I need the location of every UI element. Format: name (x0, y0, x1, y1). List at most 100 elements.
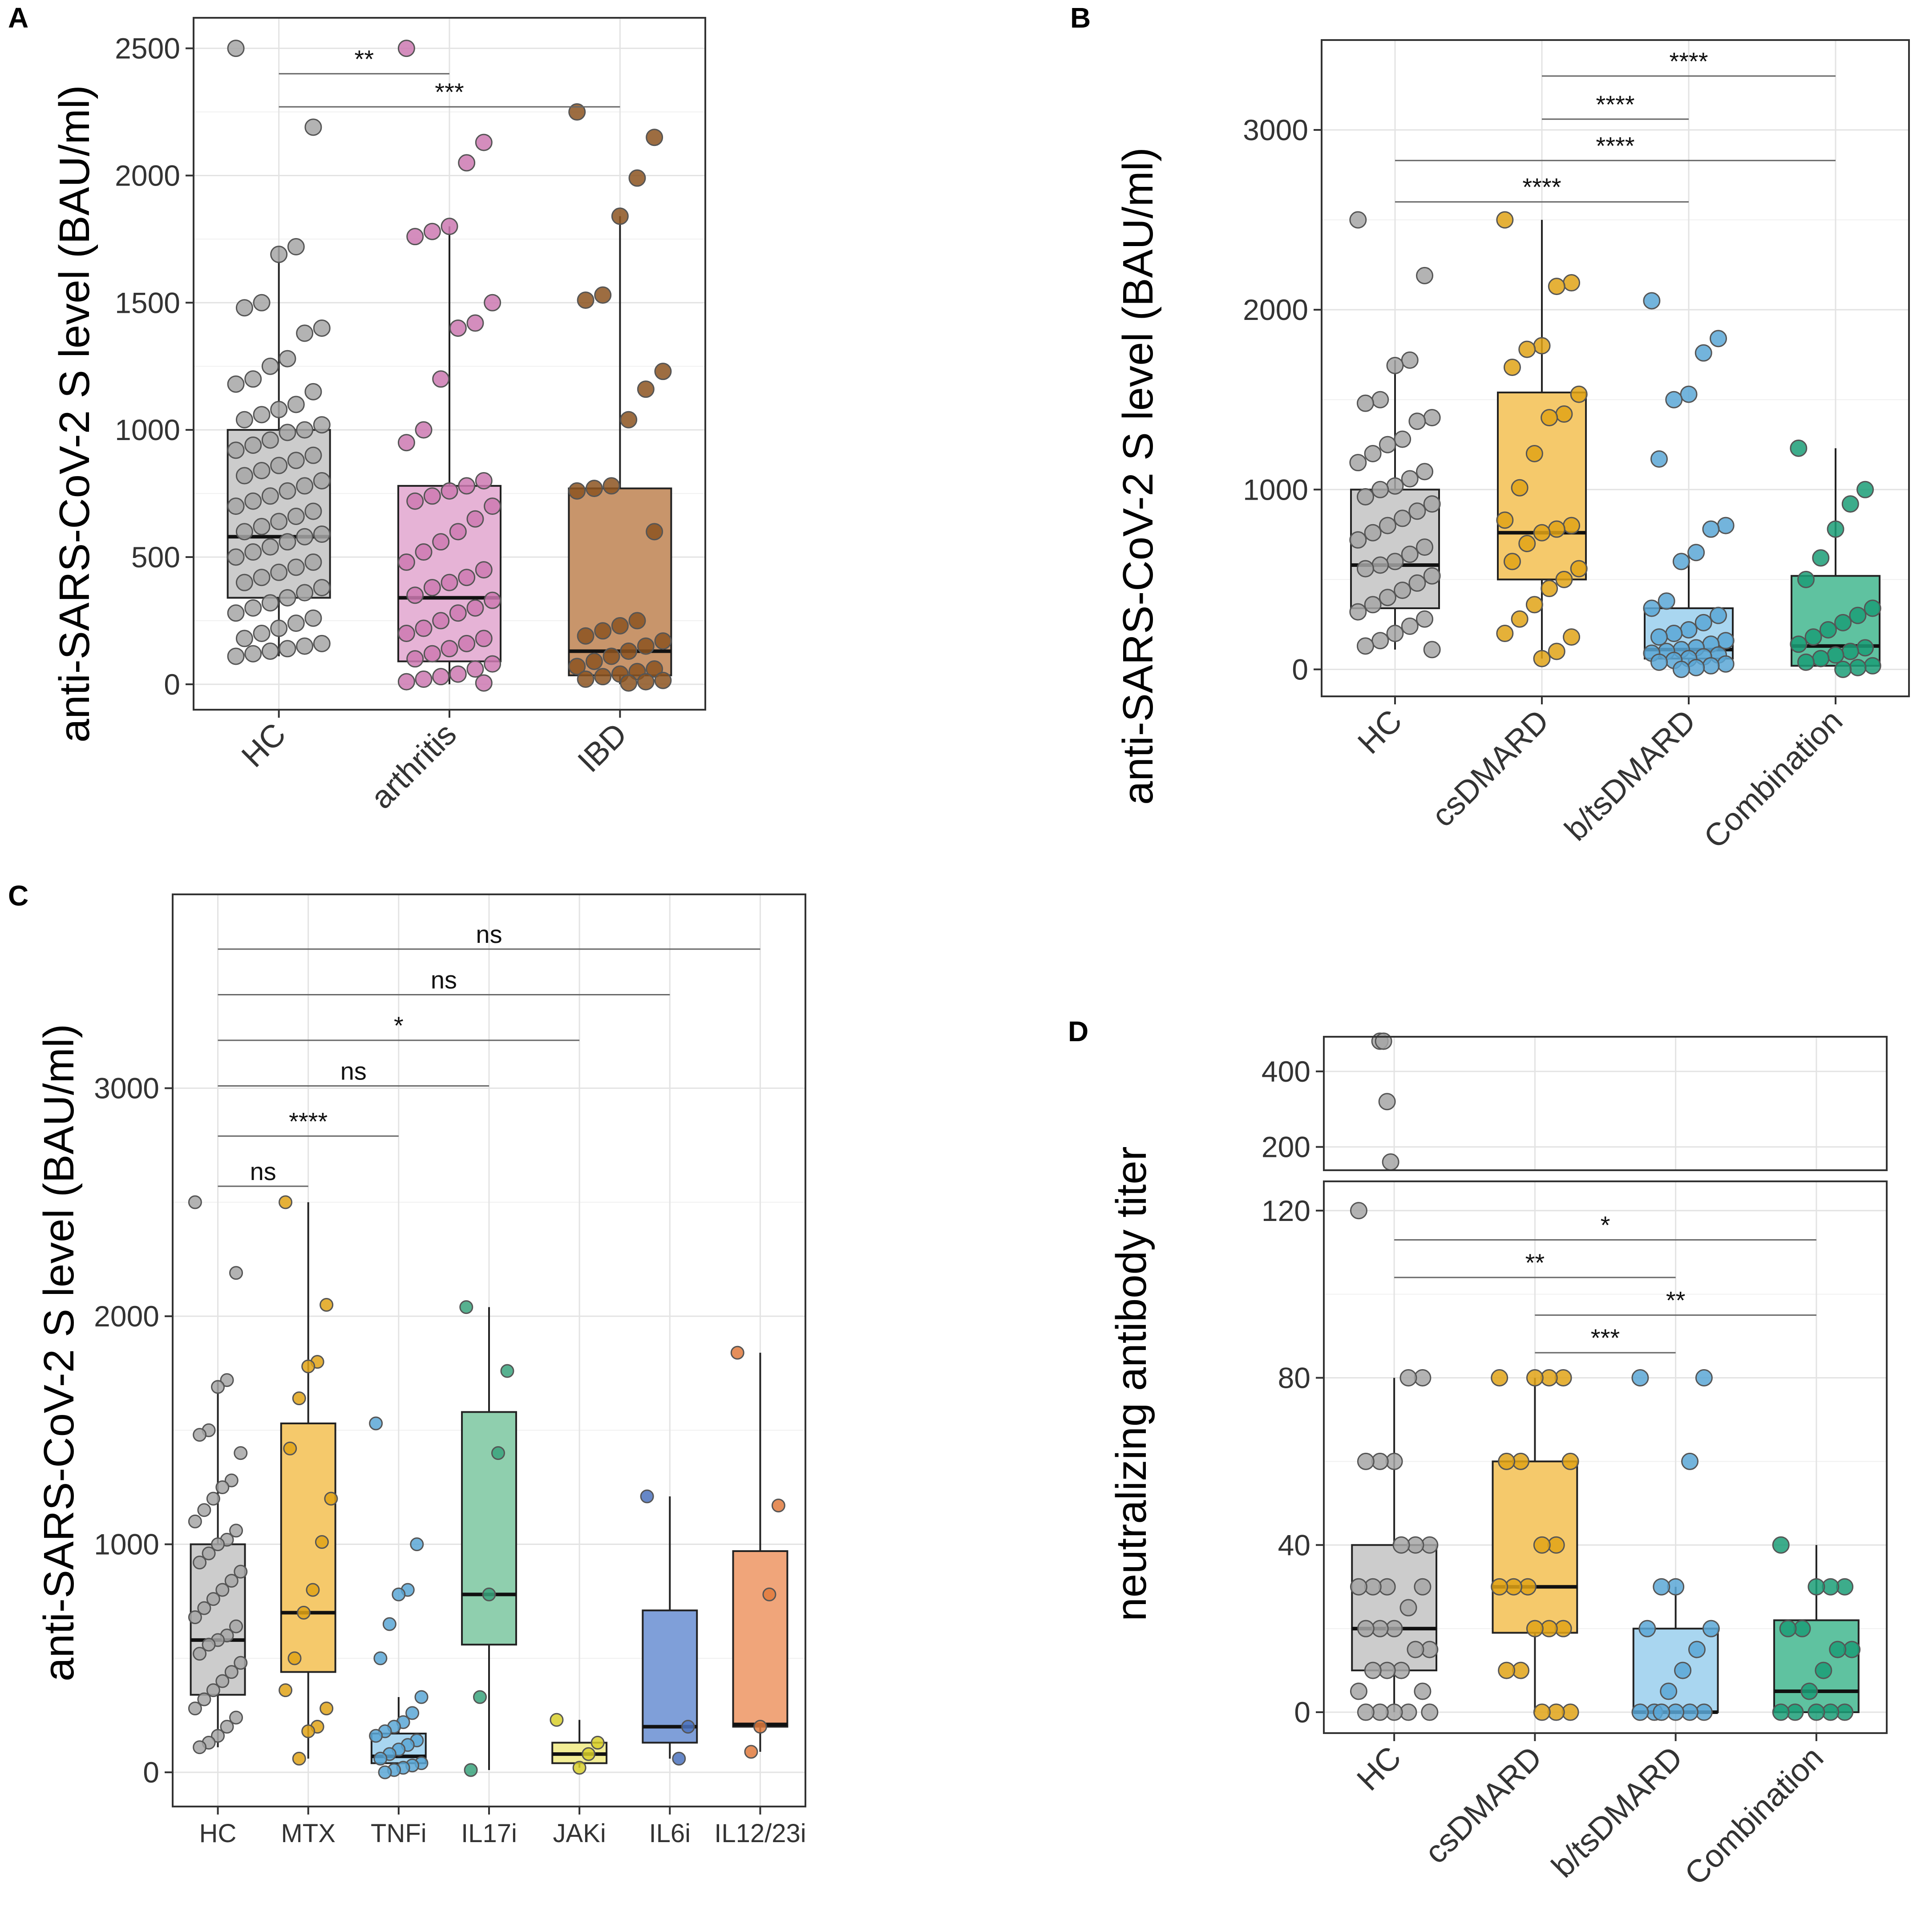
data-point (304, 609, 322, 627)
y-tick-label: 1000 (94, 1528, 159, 1561)
data-point (1364, 524, 1382, 542)
data-point (1555, 570, 1573, 588)
significance-label: *** (1591, 1324, 1620, 1352)
data-point (1653, 1703, 1670, 1721)
data-point (1563, 274, 1581, 292)
y-tick-label: 500 (131, 541, 180, 574)
data-point (1349, 454, 1367, 472)
data-point (1834, 660, 1852, 678)
data-point (313, 472, 331, 489)
data-point (458, 154, 476, 172)
data-point (227, 548, 245, 566)
y-tick-label: 2000 (115, 159, 180, 192)
data-point (1401, 617, 1419, 635)
y-tick-label: 0 (143, 1756, 159, 1789)
data-point (1772, 1703, 1790, 1721)
data-point (1533, 524, 1551, 542)
data-point (270, 457, 288, 474)
y-tick-label: 0 (164, 668, 180, 701)
data-point (423, 222, 441, 240)
data-point (220, 1720, 234, 1734)
data-point (227, 375, 245, 393)
data-point (292, 1751, 306, 1766)
data-point (594, 286, 612, 304)
data-point (1364, 596, 1382, 614)
data-point (1702, 1620, 1720, 1637)
data-point (762, 1587, 776, 1601)
data-point (1392, 1536, 1410, 1554)
data-point (1350, 1202, 1367, 1220)
data-point (1511, 479, 1529, 497)
data-point (244, 599, 262, 617)
y-tick-label: 1000 (115, 413, 180, 446)
data-point (1364, 445, 1382, 462)
data-point (229, 1524, 243, 1538)
data-point (654, 632, 672, 650)
data-point (628, 169, 646, 187)
data-point (1702, 520, 1720, 538)
data-point (1643, 292, 1661, 310)
data-point (475, 630, 493, 647)
data-point (1525, 596, 1543, 614)
x-tick-label: JAKi (553, 1819, 606, 1848)
data-point (1394, 509, 1411, 527)
data-point (296, 477, 314, 495)
data-point (296, 324, 314, 342)
data-point (459, 1300, 473, 1314)
data-point (1533, 1536, 1551, 1554)
data-point (1856, 481, 1874, 498)
data-point (753, 1720, 767, 1734)
data-point (620, 411, 638, 428)
x-tick-label: HC (199, 1819, 237, 1848)
data-point (1841, 643, 1859, 660)
x-tick-label: MTX (281, 1819, 335, 1848)
data-point (215, 1674, 230, 1688)
data-point (253, 406, 271, 424)
data-point (406, 586, 424, 604)
data-point (730, 1346, 744, 1360)
x-tick-label: Combination (1678, 1740, 1830, 1892)
data-point (1414, 1682, 1432, 1700)
data-point (373, 1651, 388, 1665)
data-point (458, 477, 476, 495)
data-point (1349, 531, 1367, 549)
data-point (449, 665, 467, 683)
significance-label: ns (431, 966, 457, 994)
data-point (410, 1537, 424, 1552)
data-point (1364, 1661, 1382, 1679)
x-tick-label: IL6i (649, 1819, 691, 1848)
data-point (1401, 546, 1419, 563)
data-point (611, 617, 629, 635)
y-tick-label: 3000 (94, 1072, 159, 1105)
y-tick-label: 0 (1294, 1696, 1310, 1729)
panel-label: C (8, 880, 28, 912)
data-point (1717, 632, 1735, 650)
data-point (229, 1266, 243, 1280)
data-point (220, 1373, 234, 1387)
data-point (1394, 430, 1411, 448)
data-point (397, 553, 415, 571)
data-point (1812, 549, 1830, 567)
data-point (1357, 1703, 1375, 1721)
data-point (1680, 385, 1698, 403)
significance-label: * (394, 1011, 404, 1039)
data-point (1681, 1452, 1699, 1470)
data-point (406, 650, 424, 668)
data-point (1371, 481, 1389, 498)
data-point (771, 1499, 785, 1512)
x-tick-label: b/tsDMARD (1558, 703, 1703, 848)
x-tick-label: csDMARD (1425, 703, 1556, 834)
data-point (1399, 1369, 1417, 1387)
data-point (188, 1610, 202, 1625)
data-point (235, 299, 253, 317)
data-point (1533, 650, 1551, 667)
significance-label: **** (1669, 47, 1708, 75)
data-point (224, 1473, 239, 1487)
data-point (1687, 659, 1705, 676)
data-point (475, 674, 493, 692)
panel-label: A (8, 2, 28, 34)
data-point (405, 1706, 420, 1720)
box-mtx (280, 1423, 336, 1673)
